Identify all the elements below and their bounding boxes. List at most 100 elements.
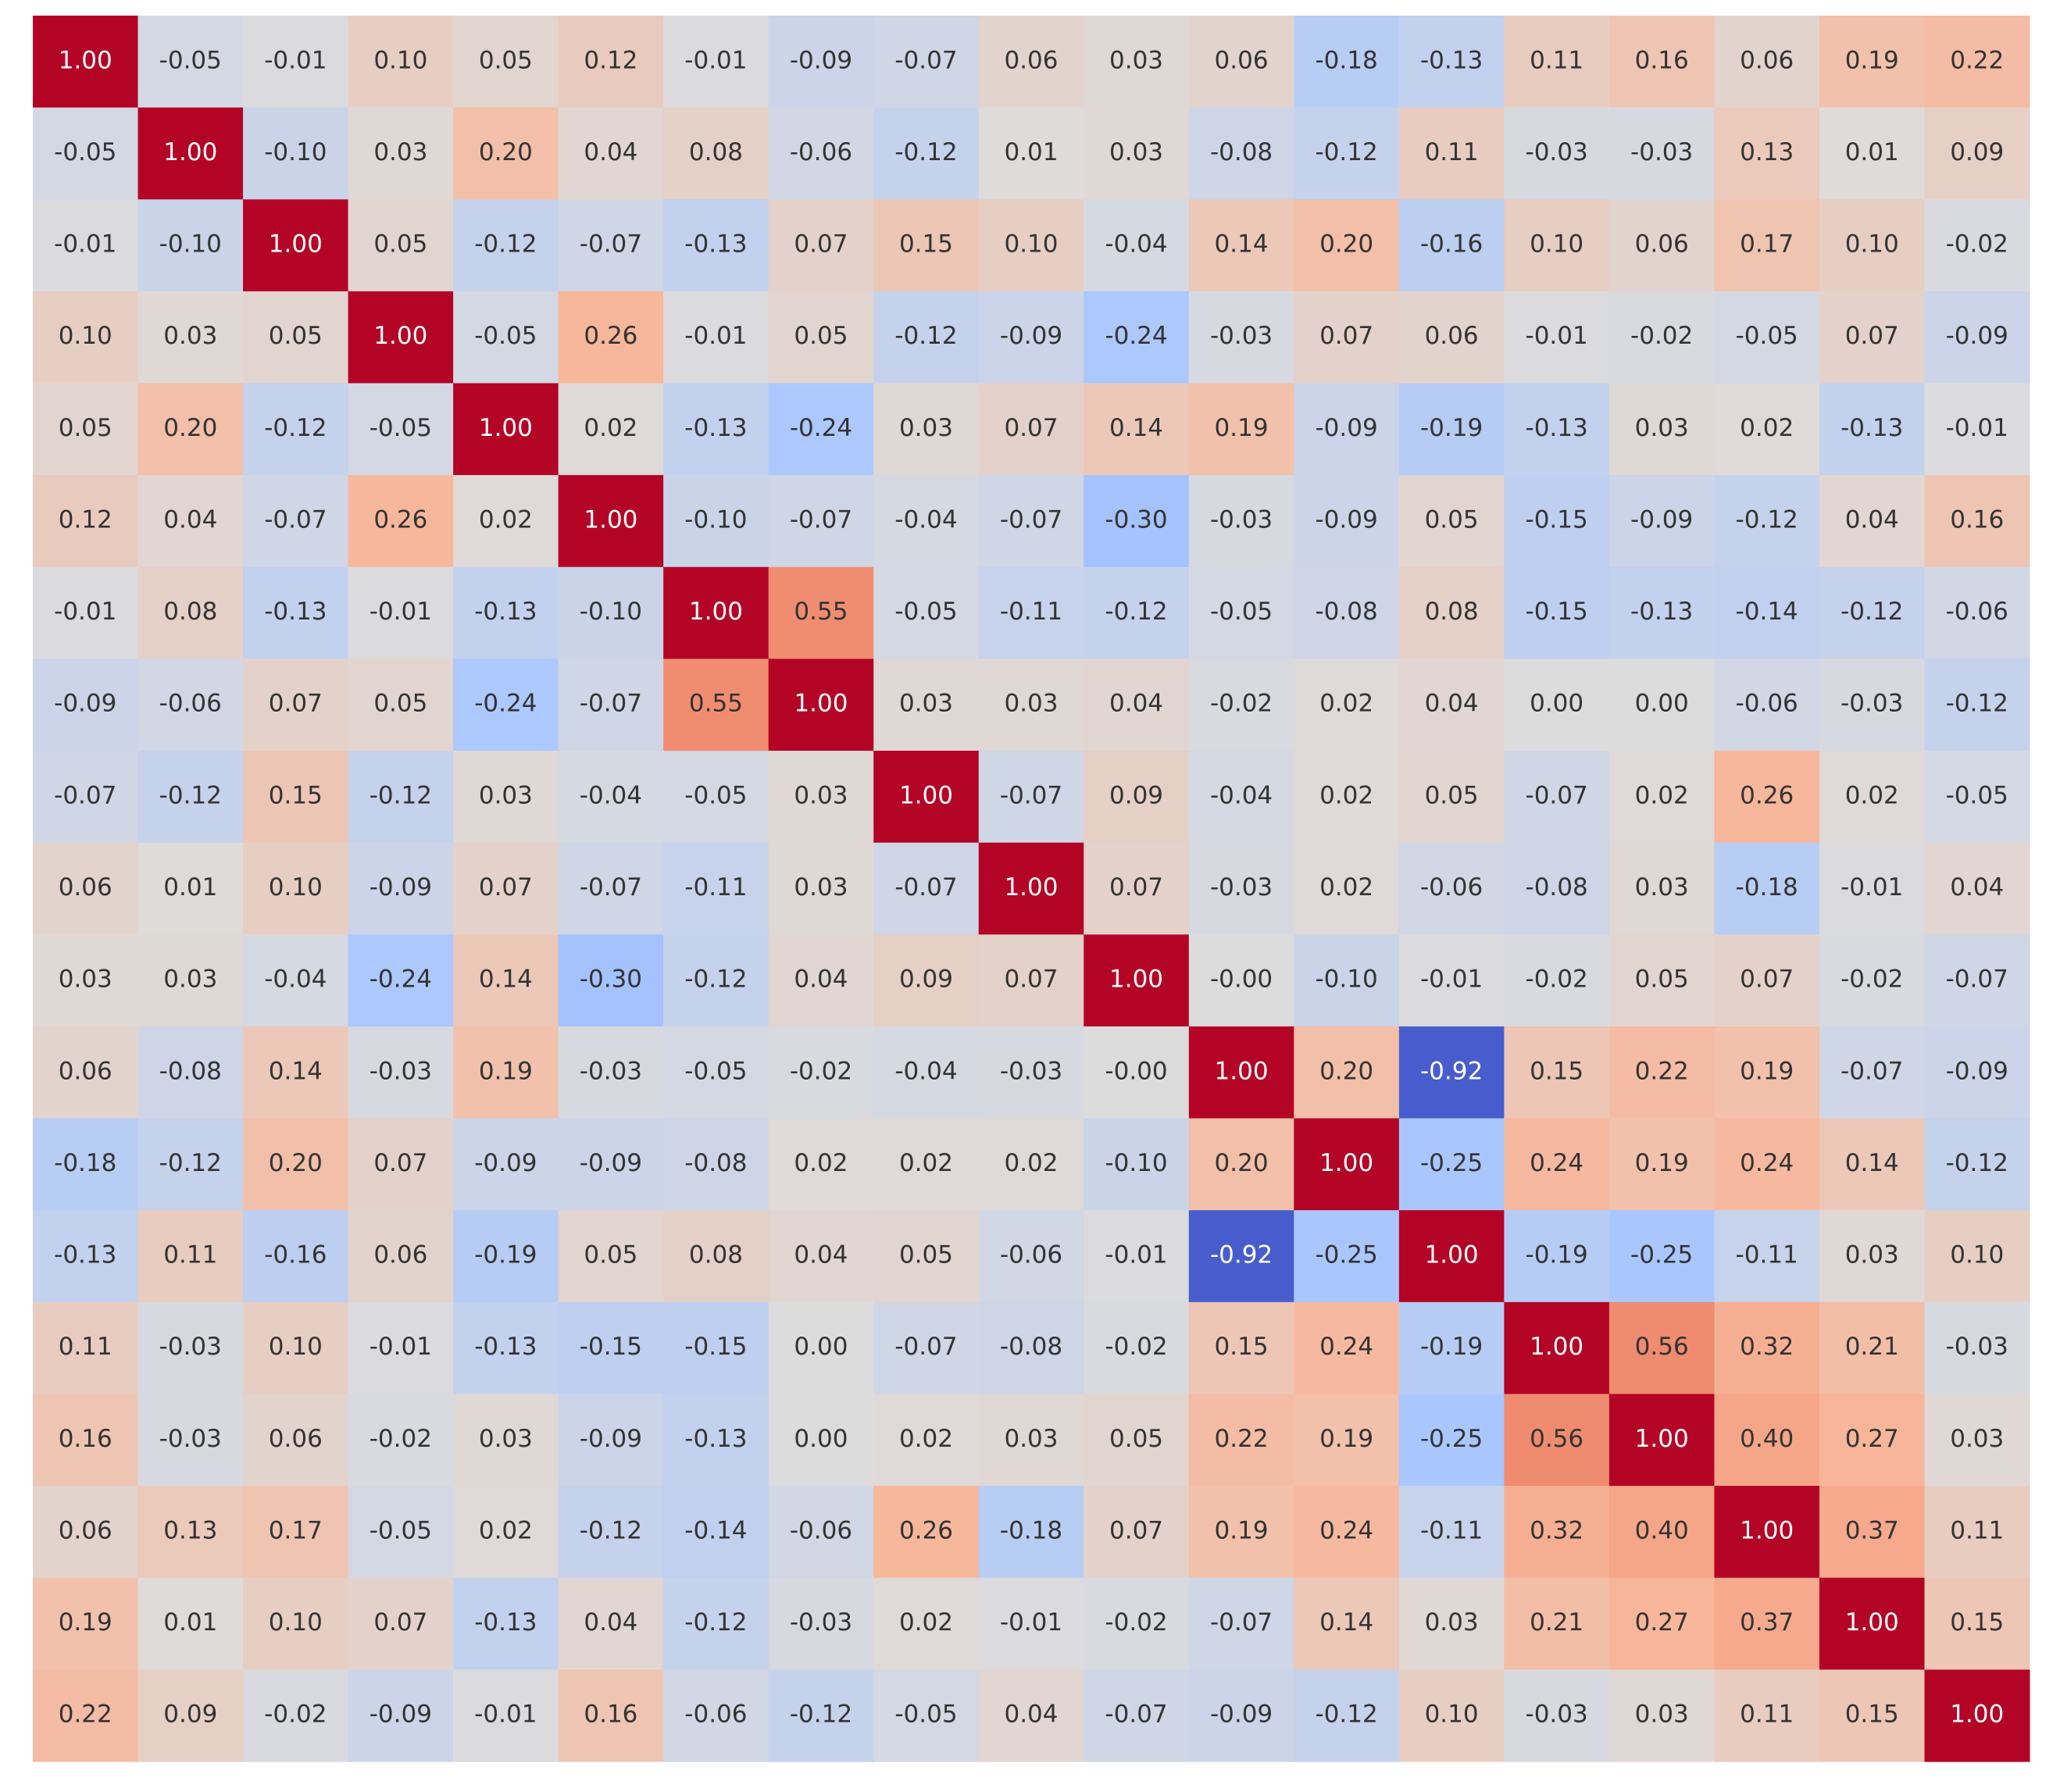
cell-label: 0.03 (163, 966, 217, 994)
cell-label: -0.16 (264, 1241, 327, 1269)
cell-label: 0.05 (1109, 1425, 1163, 1453)
cell-label: -0.30 (1105, 505, 1167, 534)
heatmap-cell (663, 751, 769, 844)
cell-label: -0.03 (580, 1057, 642, 1085)
cell-label: -0.07 (1526, 781, 1588, 809)
cell-label: 0.07 (794, 230, 848, 259)
heatmap-cell (1294, 1026, 1400, 1119)
heatmap-cell (873, 1210, 980, 1303)
cell-label: 0.02 (1004, 1149, 1058, 1177)
cell-label: 0.14 (1215, 230, 1269, 259)
heatmap-cell (1819, 1301, 1925, 1394)
heatmap-cell (453, 842, 559, 935)
heatmap-cell (1924, 751, 2030, 844)
cell-label: -0.05 (370, 414, 432, 442)
heatmap-cell (1924, 1486, 2030, 1579)
cell-label: -0.07 (580, 690, 642, 718)
cell-label: -0.11 (1420, 1516, 1483, 1544)
cell-label: 0.04 (584, 138, 637, 166)
cell-label: 1.00 (584, 505, 637, 534)
cell-label: 0.05 (1425, 505, 1479, 534)
cell-label: -0.07 (1841, 1057, 1903, 1085)
heatmap-cell (558, 1486, 664, 1579)
heatmap-cell (978, 751, 1084, 844)
cell-label: -0.13 (684, 1425, 747, 1453)
cell-label: 0.40 (1635, 1516, 1689, 1544)
cell-label: 0.16 (1635, 46, 1689, 74)
heatmap-cell (663, 16, 769, 109)
heatmap-cell (1714, 199, 1820, 292)
cell-label: -0.04 (264, 966, 327, 994)
heatmap-cell (1504, 1486, 1610, 1579)
heatmap-cell (1398, 1394, 1505, 1487)
heatmap-cell (558, 566, 664, 659)
cell-label: 0.05 (269, 322, 323, 350)
cell-label: -0.04 (894, 505, 957, 534)
cell-label: 0.02 (1740, 414, 1794, 442)
cell-label: -0.01 (1526, 322, 1588, 350)
heatmap-cell (1819, 659, 1925, 751)
cell-label: 0.24 (1319, 1516, 1373, 1544)
heatmap-cell (1608, 1301, 1715, 1394)
heatmap-cell (1084, 1577, 1190, 1670)
heatmap-cell (1398, 566, 1505, 659)
cell-label: -0.19 (474, 1241, 537, 1269)
heatmap-cell (873, 475, 980, 568)
cell-label: -0.02 (1526, 966, 1588, 994)
cell-label: -0.13 (474, 1608, 537, 1637)
heatmap-cell (1084, 199, 1190, 292)
heatmap-cell (873, 1301, 980, 1394)
cell-label: -0.12 (790, 1701, 852, 1729)
heatmap-cell (663, 1301, 769, 1394)
cell-label: 0.03 (479, 1425, 533, 1453)
cell-label: 0.06 (59, 1057, 112, 1085)
heatmap-cell (1608, 842, 1715, 935)
heatmap-cell (1924, 1026, 2030, 1119)
cell-label: 0.01 (163, 1608, 217, 1637)
heatmap-cell (1294, 1669, 1400, 1762)
cell-label: 0.05 (1425, 781, 1479, 809)
heatmap-cell (453, 566, 559, 659)
cell-label: -0.05 (684, 1057, 747, 1085)
heatmap-cell (137, 842, 244, 935)
heatmap-cell (348, 934, 454, 1027)
cell-label: -0.01 (1420, 966, 1483, 994)
heatmap-cell (243, 1486, 349, 1579)
heatmap-cell (33, 1394, 139, 1487)
cell-label: 0.15 (1215, 1333, 1269, 1361)
cell-label: 0.19 (1215, 1516, 1269, 1544)
cell-label: -0.24 (1105, 322, 1167, 350)
heatmap-cell (1084, 475, 1190, 568)
cell-label: -0.03 (1946, 1333, 2008, 1361)
cell-label: 0.10 (269, 1333, 323, 1361)
heatmap-cell (1819, 842, 1925, 935)
cell-label: -0.13 (264, 598, 327, 626)
heatmap-cell (453, 1486, 559, 1579)
cell-label: 0.03 (1950, 1425, 2004, 1453)
heatmap-cell (558, 1026, 664, 1119)
cell-label: -0.13 (1630, 598, 1693, 626)
heatmap-cell (1188, 291, 1294, 384)
heatmap-cell (873, 291, 980, 384)
cell-label: 0.20 (1319, 230, 1373, 259)
cell-label: 0.21 (1845, 1333, 1899, 1361)
cell-label: -0.15 (684, 1333, 747, 1361)
heatmap-cell (348, 566, 454, 659)
heatmap-cell (1084, 659, 1190, 751)
heatmap-cell (768, 1486, 874, 1579)
cell-label: 0.09 (1950, 138, 2004, 166)
cell-label: -0.13 (1841, 414, 1903, 442)
cell-label: 0.15 (899, 230, 953, 259)
heatmap-cell (348, 199, 454, 292)
cell-label: 0.06 (373, 1241, 427, 1269)
cell-label: 0.56 (1635, 1333, 1689, 1361)
heatmap-cell (1084, 16, 1190, 109)
cell-label: 0.03 (1004, 1425, 1058, 1453)
heatmap-cell (1819, 1026, 1925, 1119)
heatmap-cell (243, 934, 349, 1027)
cell-label: -0.01 (54, 598, 116, 626)
heatmap-cell (1714, 1577, 1820, 1670)
heatmap-cell (1084, 1210, 1190, 1303)
cell-label: -0.03 (159, 1333, 222, 1361)
cell-label: -0.06 (1420, 873, 1483, 901)
